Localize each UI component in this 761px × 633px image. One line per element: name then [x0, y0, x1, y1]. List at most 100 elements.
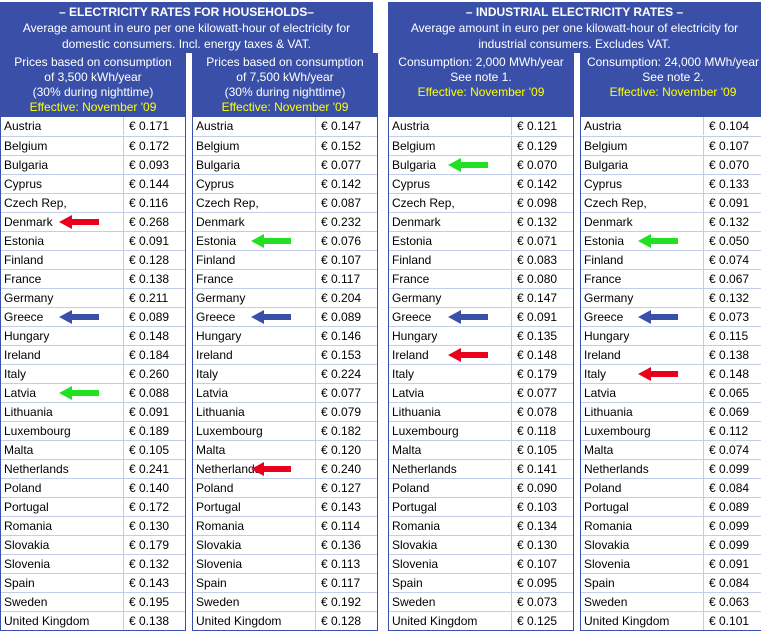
- industrial-subtitle-line2: industrial consumers. Excludes VAT.: [478, 37, 671, 51]
- column-header-line2: of 7,500 kWh/year: [236, 70, 334, 84]
- table-row: Romania € 0.130: [1, 516, 185, 535]
- column-header-line2: See note 1.: [450, 70, 512, 84]
- table-row: Poland € 0.140: [1, 478, 185, 497]
- country-name: Czech Rep,: [4, 196, 67, 210]
- country-name: Greece: [584, 310, 624, 324]
- table-row: Belgium € 0.129: [389, 136, 573, 155]
- table-row: Hungary € 0.115: [581, 326, 761, 345]
- table-row: Ireland € 0.184: [1, 345, 185, 364]
- green-arrow-icon: [251, 234, 291, 248]
- country-name: Romania: [196, 519, 245, 533]
- country-name: Spain: [196, 576, 227, 590]
- table-row: Latvia € 0.088: [1, 383, 185, 402]
- rate-value: € 0.065: [703, 384, 761, 402]
- rate-value: € 0.091: [123, 232, 185, 250]
- column-effective-date: Effective: November '09: [221, 100, 349, 114]
- table-row: Estonia € 0.091: [1, 231, 185, 250]
- table-row: Romania € 0.114: [193, 516, 377, 535]
- country-name: Spain: [4, 576, 35, 590]
- rate-value: € 0.128: [315, 612, 377, 630]
- country-name: Slovenia: [392, 557, 439, 571]
- column-header-line3: (30% during nighttime): [224, 85, 346, 99]
- rate-value: € 0.144: [123, 175, 185, 193]
- country-name: Poland: [392, 481, 430, 495]
- table-row: Belgium € 0.152: [193, 136, 377, 155]
- table-row: Slovakia € 0.099: [581, 535, 761, 554]
- rate-value: € 0.117: [315, 270, 377, 288]
- table-row: France € 0.117: [193, 269, 377, 288]
- country-name: Estonia: [392, 234, 433, 248]
- household-subtitle-line2: domestic consumers. Incl. energy taxes &…: [62, 37, 311, 51]
- country-name: Portugal: [584, 500, 629, 514]
- table-row: Malta € 0.120: [193, 440, 377, 459]
- rate-value: € 0.079: [315, 403, 377, 421]
- country-name: Ireland: [196, 348, 233, 362]
- table-row: Cyprus € 0.142: [389, 174, 573, 193]
- country-name: Latvia: [196, 386, 229, 400]
- rate-value: € 0.179: [511, 365, 573, 383]
- country-name: Finland: [584, 253, 624, 267]
- rate-value: € 0.103: [511, 498, 573, 516]
- table-row: Slovakia € 0.136: [193, 535, 377, 554]
- country-name: Austria: [392, 119, 430, 133]
- blue-arrow-icon: [448, 310, 488, 324]
- rate-value: € 0.224: [315, 365, 377, 383]
- table-row: United Kingdom € 0.138: [1, 611, 185, 630]
- rate-value: € 0.184: [123, 346, 185, 364]
- rate-value: € 0.099: [703, 536, 761, 554]
- country-name: Denmark: [392, 215, 441, 229]
- rate-value: € 0.070: [703, 156, 761, 174]
- rate-value: € 0.077: [315, 384, 377, 402]
- table-row: Lithuania € 0.078: [389, 402, 573, 421]
- table-row: Slovenia € 0.113: [193, 554, 377, 573]
- country-name: Poland: [584, 481, 622, 495]
- table-row: Poland € 0.084: [581, 478, 761, 497]
- country-name: Denmark: [584, 215, 633, 229]
- table-row: Bulgaria € 0.077: [193, 155, 377, 174]
- rate-value: € 0.192: [315, 593, 377, 611]
- country-name: United Kingdom: [4, 614, 90, 628]
- rate-value: € 0.050: [703, 232, 761, 250]
- rate-value: € 0.091: [703, 555, 761, 573]
- country-name: Sweden: [584, 595, 628, 609]
- country-name: Denmark: [196, 215, 245, 229]
- country-name: Germany: [392, 291, 442, 305]
- country-name: Estonia: [4, 234, 45, 248]
- table-row: Czech Rep, € 0.091: [581, 193, 761, 212]
- table-row: Hungary € 0.148: [1, 326, 185, 345]
- table-row: Hungary € 0.146: [193, 326, 377, 345]
- household-header: – ELECTRICITY RATES FOR HOUSEHOLDS– Aver…: [0, 2, 373, 53]
- country-name: Malta: [584, 443, 614, 457]
- table-row: United Kingdom € 0.125: [389, 611, 573, 630]
- country-name: Romania: [584, 519, 633, 533]
- country-name: Lithuania: [4, 405, 53, 419]
- table-row: Germany € 0.132: [581, 288, 761, 307]
- industrial-24000-column: Consumption: 24,000 MWh/year See note 2.…: [580, 53, 761, 631]
- country-name: Austria: [4, 119, 42, 133]
- table-row: Poland € 0.090: [389, 478, 573, 497]
- rate-value: € 0.076: [315, 232, 377, 250]
- table-row: Spain € 0.095: [389, 573, 573, 592]
- table-row: Austria € 0.104: [581, 117, 761, 136]
- rate-value: € 0.116: [123, 194, 185, 212]
- rate-value: € 0.063: [703, 593, 761, 611]
- table-row: Netherlands € 0.141: [389, 459, 573, 478]
- column-header: Consumption: 2,000 MWh/year See note 1. …: [388, 53, 574, 117]
- table-row: Malta € 0.074: [581, 440, 761, 459]
- rate-value: € 0.083: [511, 251, 573, 269]
- rate-value: € 0.095: [511, 574, 573, 592]
- country-name: France: [4, 272, 42, 286]
- table-row: Hungary € 0.135: [389, 326, 573, 345]
- blue-arrow-icon: [638, 310, 678, 324]
- table-row: Finland € 0.083: [389, 250, 573, 269]
- rate-value: € 0.127: [315, 479, 377, 497]
- country-name: Netherlands: [584, 462, 649, 476]
- table-row: France € 0.080: [389, 269, 573, 288]
- country-name: Ireland: [392, 348, 429, 362]
- red-arrow-icon: [638, 367, 678, 381]
- rate-value: € 0.078: [511, 403, 573, 421]
- table-row: Portugal € 0.172: [1, 497, 185, 516]
- table-row: Cyprus € 0.133: [581, 174, 761, 193]
- country-name: Slovenia: [196, 557, 243, 571]
- rate-value: € 0.069: [703, 403, 761, 421]
